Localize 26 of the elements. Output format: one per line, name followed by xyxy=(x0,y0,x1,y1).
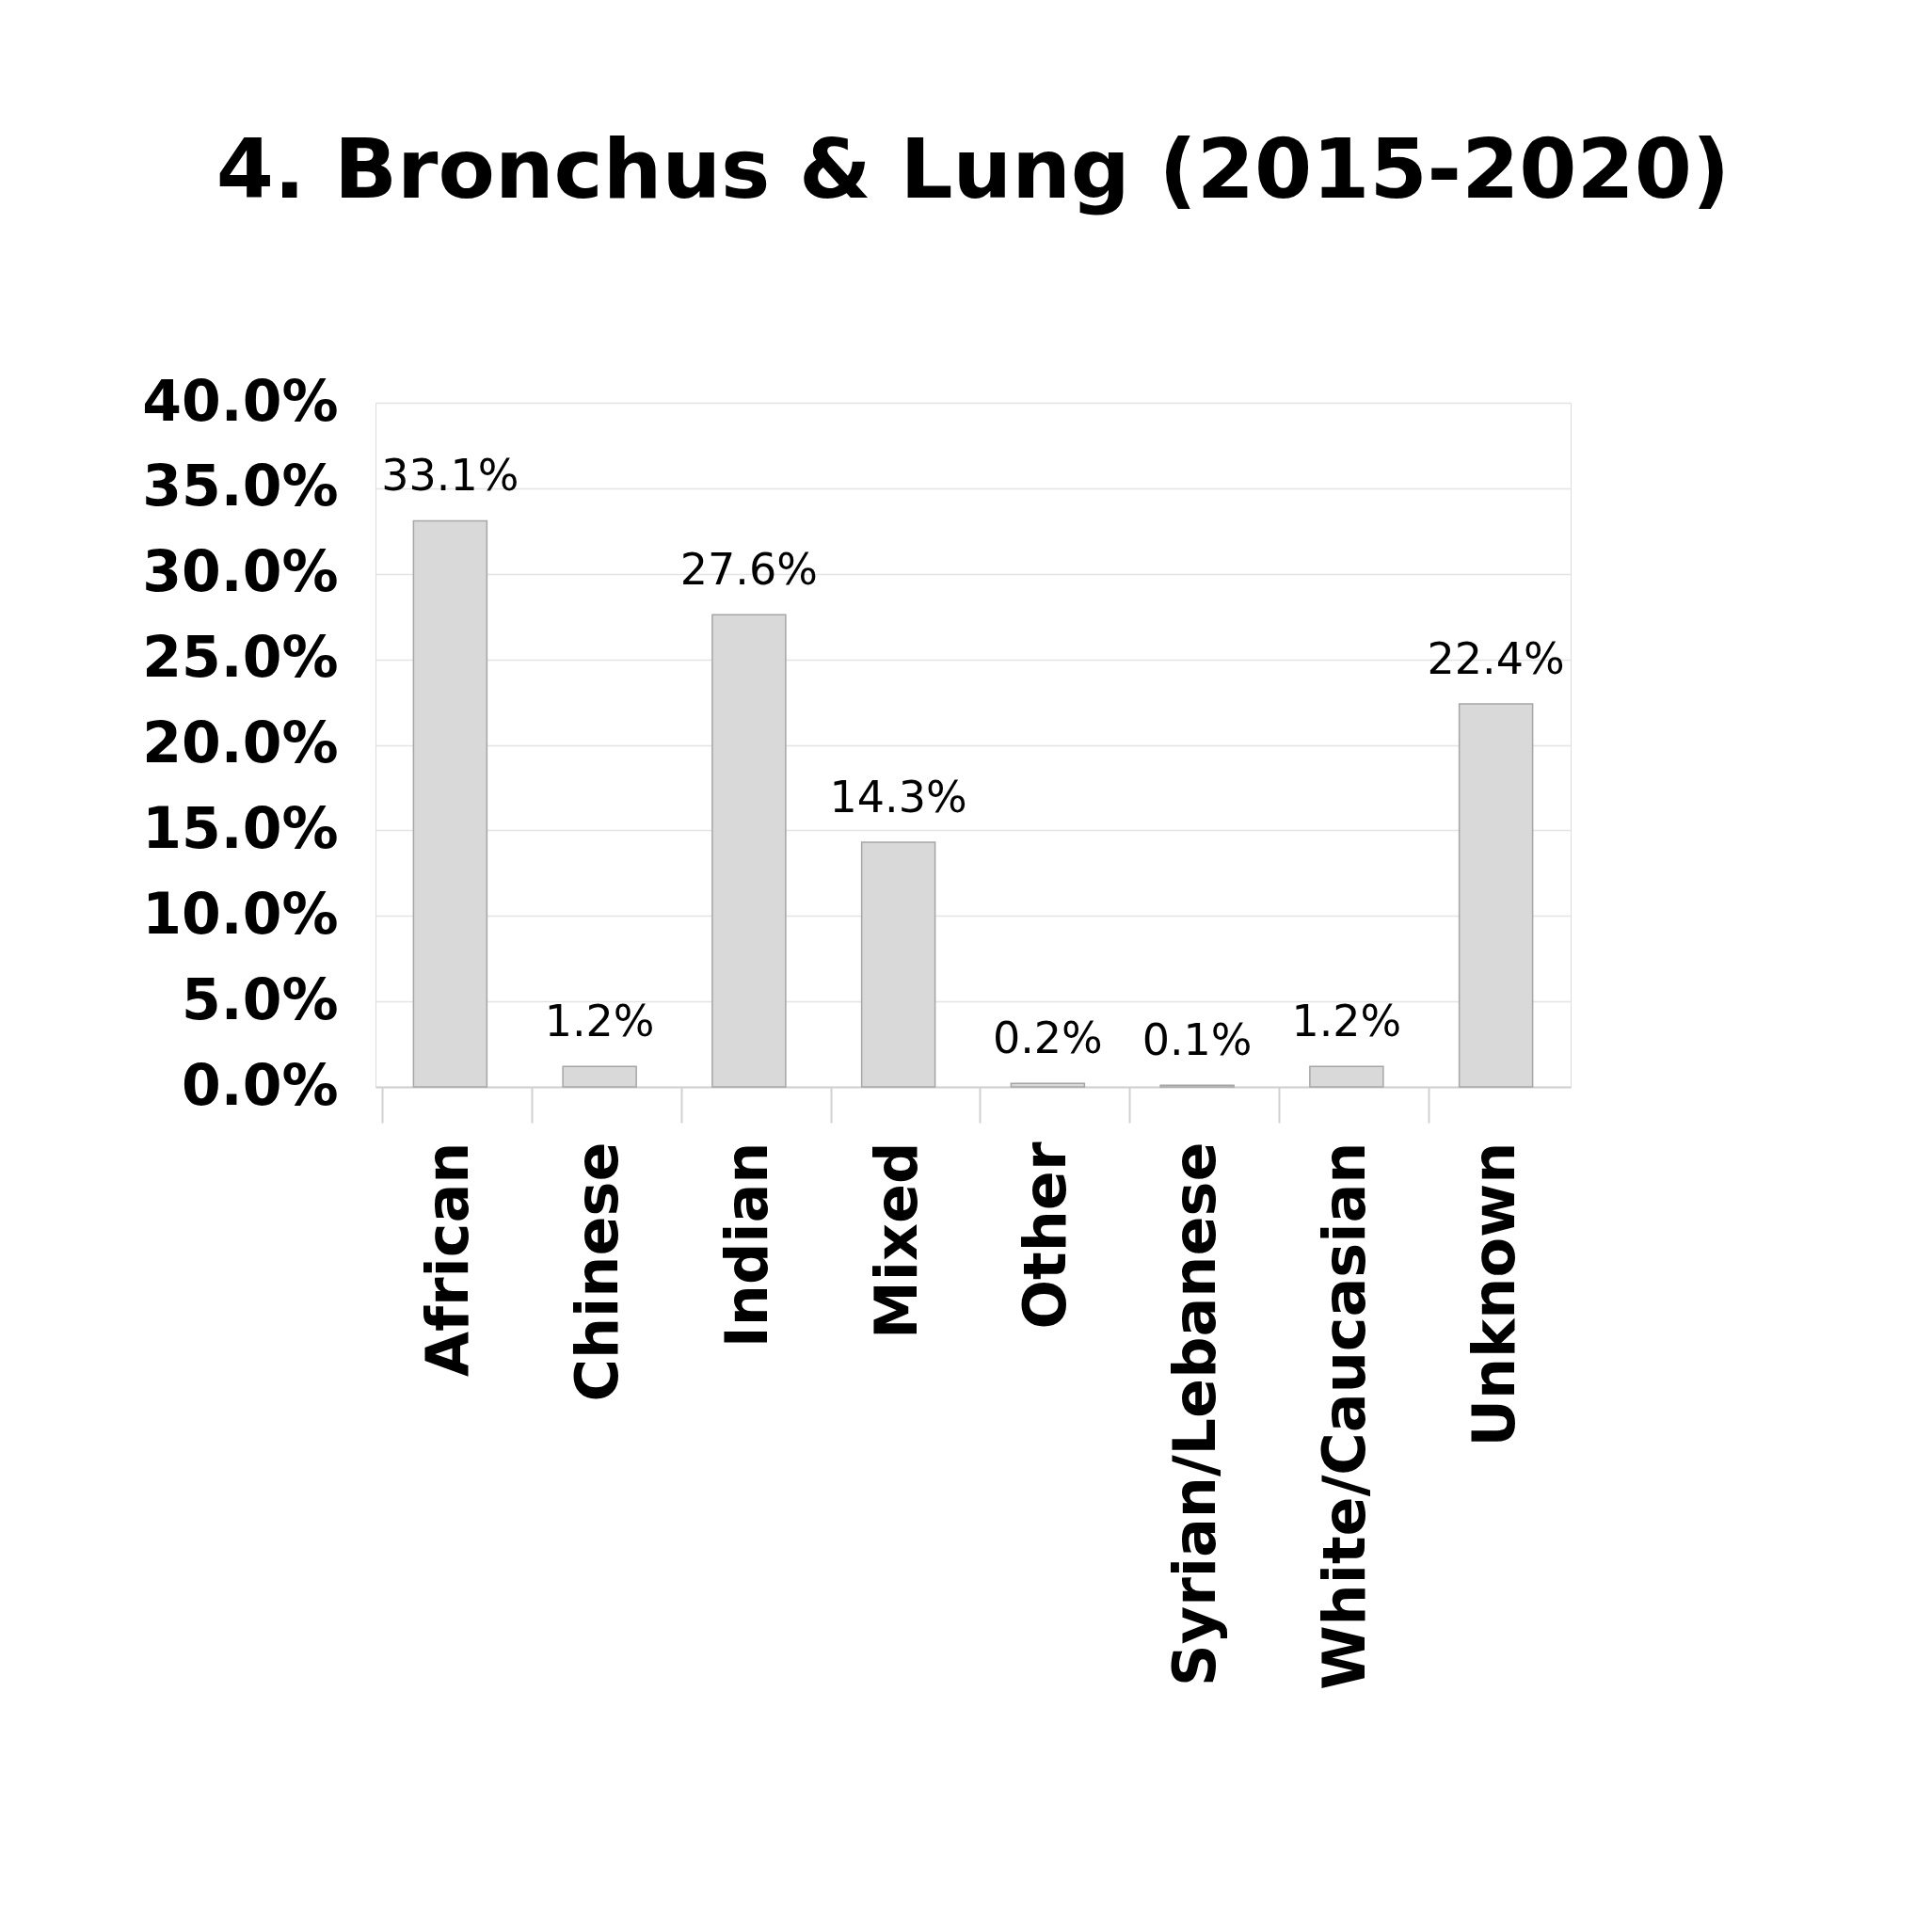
y-tick-label: 40.0% xyxy=(142,367,339,434)
x-tick-label: Mixed xyxy=(861,1141,931,1339)
x-tick-label: Unknown xyxy=(1459,1141,1528,1447)
x-tick-label: Chinese xyxy=(563,1141,632,1402)
y-tick-label: 0.0% xyxy=(182,1051,339,1118)
y-tick-label: 5.0% xyxy=(182,966,339,1032)
data-label: 1.2% xyxy=(1291,996,1402,1047)
y-tick-label: 25.0% xyxy=(142,624,339,691)
data-label: 33.1% xyxy=(381,450,519,502)
x-tick-label: Other xyxy=(1011,1141,1080,1330)
y-tick-label: 35.0% xyxy=(142,453,339,519)
x-tick-label: Syrian/Lebanese xyxy=(1160,1141,1230,1686)
data-label: 27.6% xyxy=(679,544,818,596)
chart-title: 4. Bronchus & Lung (2015-2020) xyxy=(216,120,1731,217)
y-tick-label: 30.0% xyxy=(142,538,339,605)
data-label: 14.3% xyxy=(829,772,967,823)
data-label: 1.2% xyxy=(544,996,655,1047)
x-tick-label: White/Caucasian xyxy=(1309,1141,1379,1690)
x-tick-label: Indian xyxy=(711,1141,781,1349)
data-label: 22.4% xyxy=(1427,632,1565,684)
x-tick-label: African xyxy=(413,1141,483,1378)
y-tick-label: 20.0% xyxy=(142,710,339,775)
data-label: 0.1% xyxy=(1142,1014,1253,1066)
data-label: 0.2% xyxy=(992,1013,1103,1064)
y-tick-label: 10.0% xyxy=(142,880,339,947)
y-tick-label: 15.0% xyxy=(142,794,339,861)
